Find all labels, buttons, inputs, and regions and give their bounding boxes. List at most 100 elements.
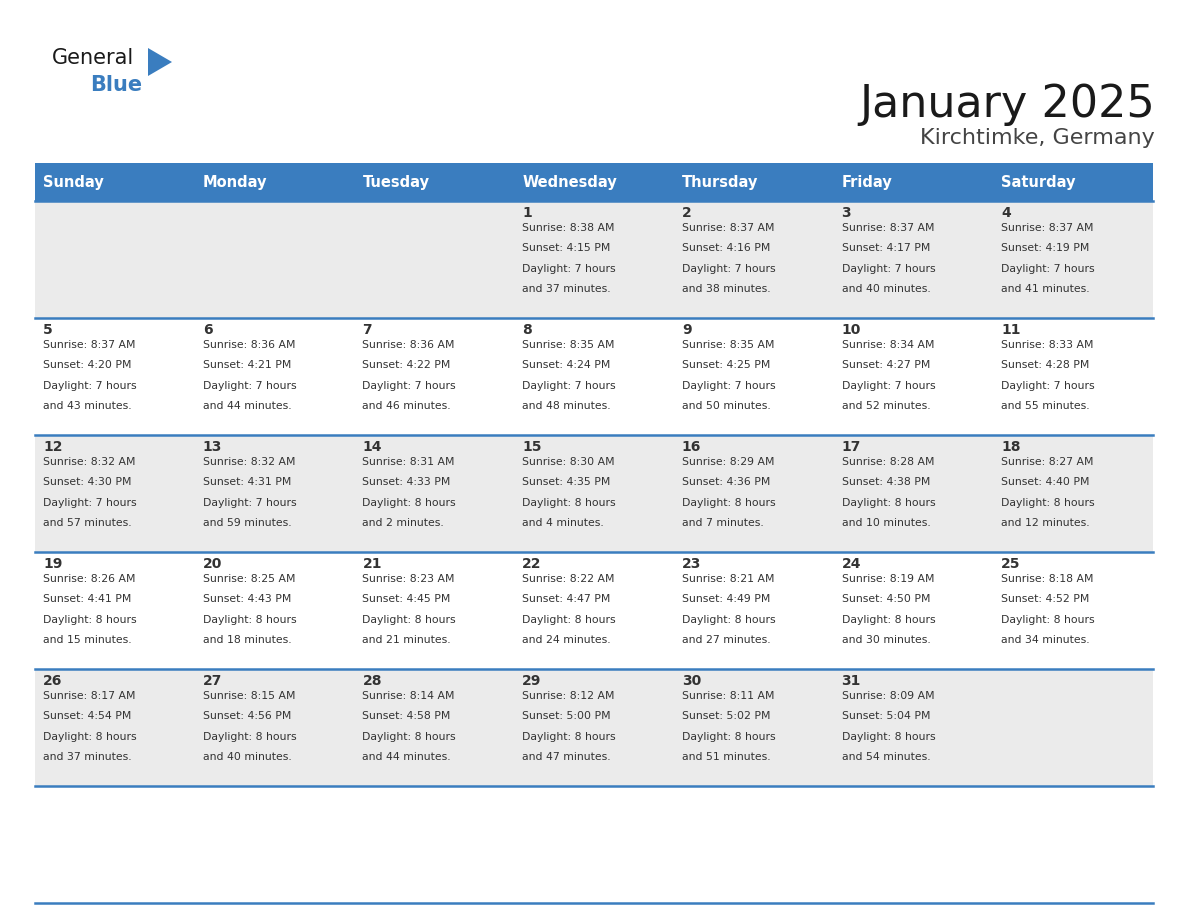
Text: 27: 27 xyxy=(203,674,222,688)
Text: and 52 minutes.: and 52 minutes. xyxy=(841,401,930,411)
Text: and 37 minutes.: and 37 minutes. xyxy=(523,285,611,295)
Text: Sunset: 5:04 PM: Sunset: 5:04 PM xyxy=(841,711,930,722)
Text: Sunrise: 8:35 AM: Sunrise: 8:35 AM xyxy=(682,340,775,350)
Text: 21: 21 xyxy=(362,557,381,571)
Text: Sunrise: 8:37 AM: Sunrise: 8:37 AM xyxy=(43,340,135,350)
Text: and 21 minutes.: and 21 minutes. xyxy=(362,635,451,645)
Text: Sunrise: 8:14 AM: Sunrise: 8:14 AM xyxy=(362,691,455,701)
Text: Daylight: 7 hours: Daylight: 7 hours xyxy=(523,264,615,274)
Text: Daylight: 7 hours: Daylight: 7 hours xyxy=(841,381,935,391)
Text: Daylight: 8 hours: Daylight: 8 hours xyxy=(523,498,615,508)
Text: Daylight: 8 hours: Daylight: 8 hours xyxy=(523,732,615,742)
Text: Sunset: 4:19 PM: Sunset: 4:19 PM xyxy=(1001,243,1089,253)
Text: Sunset: 4:36 PM: Sunset: 4:36 PM xyxy=(682,477,770,487)
Text: 31: 31 xyxy=(841,674,861,688)
Text: Daylight: 7 hours: Daylight: 7 hours xyxy=(682,381,776,391)
Text: 17: 17 xyxy=(841,440,861,454)
Text: Sunrise: 8:29 AM: Sunrise: 8:29 AM xyxy=(682,457,775,467)
Text: 18: 18 xyxy=(1001,440,1020,454)
Text: and 55 minutes.: and 55 minutes. xyxy=(1001,401,1089,411)
Text: and 34 minutes.: and 34 minutes. xyxy=(1001,635,1089,645)
Text: and 7 minutes.: and 7 minutes. xyxy=(682,519,764,529)
Bar xyxy=(34,318,1154,435)
Text: Sunrise: 8:33 AM: Sunrise: 8:33 AM xyxy=(1001,340,1094,350)
Bar xyxy=(34,552,1154,669)
Text: Thursday: Thursday xyxy=(682,174,758,189)
Text: and 51 minutes.: and 51 minutes. xyxy=(682,753,771,763)
Text: Sunset: 4:35 PM: Sunset: 4:35 PM xyxy=(523,477,611,487)
Text: and 44 minutes.: and 44 minutes. xyxy=(362,753,451,763)
Text: Daylight: 8 hours: Daylight: 8 hours xyxy=(1001,498,1095,508)
Text: Daylight: 8 hours: Daylight: 8 hours xyxy=(841,615,935,625)
Text: Daylight: 8 hours: Daylight: 8 hours xyxy=(362,498,456,508)
Text: 23: 23 xyxy=(682,557,701,571)
Text: Sunset: 4:30 PM: Sunset: 4:30 PM xyxy=(43,477,132,487)
Text: Sunrise: 8:28 AM: Sunrise: 8:28 AM xyxy=(841,457,934,467)
Text: Sunset: 4:43 PM: Sunset: 4:43 PM xyxy=(203,595,291,604)
Text: 3: 3 xyxy=(841,206,851,220)
Text: Sunrise: 8:34 AM: Sunrise: 8:34 AM xyxy=(841,340,934,350)
Text: Sunset: 4:33 PM: Sunset: 4:33 PM xyxy=(362,477,450,487)
Text: Sunrise: 8:37 AM: Sunrise: 8:37 AM xyxy=(1001,223,1094,233)
Text: and 44 minutes.: and 44 minutes. xyxy=(203,401,291,411)
Text: and 50 minutes.: and 50 minutes. xyxy=(682,401,771,411)
Text: Sunrise: 8:25 AM: Sunrise: 8:25 AM xyxy=(203,574,295,584)
Text: and 54 minutes.: and 54 minutes. xyxy=(841,753,930,763)
Text: Sunrise: 8:09 AM: Sunrise: 8:09 AM xyxy=(841,691,934,701)
Text: Daylight: 7 hours: Daylight: 7 hours xyxy=(362,381,456,391)
Text: Sunrise: 8:36 AM: Sunrise: 8:36 AM xyxy=(362,340,455,350)
Text: and 15 minutes.: and 15 minutes. xyxy=(43,635,132,645)
Text: Sunset: 4:47 PM: Sunset: 4:47 PM xyxy=(523,595,611,604)
Text: Sunrise: 8:36 AM: Sunrise: 8:36 AM xyxy=(203,340,295,350)
Text: Sunrise: 8:15 AM: Sunrise: 8:15 AM xyxy=(203,691,295,701)
Text: 28: 28 xyxy=(362,674,381,688)
Text: Sunset: 4:56 PM: Sunset: 4:56 PM xyxy=(203,711,291,722)
Text: and 40 minutes.: and 40 minutes. xyxy=(203,753,291,763)
Text: Sunset: 4:49 PM: Sunset: 4:49 PM xyxy=(682,595,770,604)
Text: Daylight: 8 hours: Daylight: 8 hours xyxy=(1001,615,1095,625)
Text: and 48 minutes.: and 48 minutes. xyxy=(523,401,611,411)
Text: Tuesday: Tuesday xyxy=(362,174,429,189)
Text: and 27 minutes.: and 27 minutes. xyxy=(682,635,771,645)
Text: 25: 25 xyxy=(1001,557,1020,571)
Text: Daylight: 8 hours: Daylight: 8 hours xyxy=(203,615,296,625)
Text: Daylight: 8 hours: Daylight: 8 hours xyxy=(362,615,456,625)
Text: Sunset: 4:24 PM: Sunset: 4:24 PM xyxy=(523,361,611,371)
Text: and 41 minutes.: and 41 minutes. xyxy=(1001,285,1089,295)
Text: Sunrise: 8:35 AM: Sunrise: 8:35 AM xyxy=(523,340,614,350)
Text: and 2 minutes.: and 2 minutes. xyxy=(362,519,444,529)
Text: Daylight: 7 hours: Daylight: 7 hours xyxy=(523,381,615,391)
Text: 22: 22 xyxy=(523,557,542,571)
Text: Daylight: 8 hours: Daylight: 8 hours xyxy=(362,732,456,742)
Bar xyxy=(34,163,1154,201)
Text: Sunset: 4:52 PM: Sunset: 4:52 PM xyxy=(1001,595,1089,604)
Text: General: General xyxy=(52,48,134,68)
Text: Daylight: 7 hours: Daylight: 7 hours xyxy=(203,498,296,508)
Text: Friday: Friday xyxy=(841,174,892,189)
Bar xyxy=(34,669,1154,786)
Text: Sunset: 4:27 PM: Sunset: 4:27 PM xyxy=(841,361,930,371)
Text: Blue: Blue xyxy=(90,75,143,95)
Text: Sunset: 4:20 PM: Sunset: 4:20 PM xyxy=(43,361,132,371)
Text: 19: 19 xyxy=(43,557,62,571)
Text: Monday: Monday xyxy=(203,174,267,189)
Text: Sunrise: 8:11 AM: Sunrise: 8:11 AM xyxy=(682,691,775,701)
Polygon shape xyxy=(148,48,172,76)
Text: Sunrise: 8:23 AM: Sunrise: 8:23 AM xyxy=(362,574,455,584)
Text: Sunrise: 8:12 AM: Sunrise: 8:12 AM xyxy=(523,691,614,701)
Text: 29: 29 xyxy=(523,674,542,688)
Text: Sunrise: 8:30 AM: Sunrise: 8:30 AM xyxy=(523,457,614,467)
Text: 12: 12 xyxy=(43,440,63,454)
Text: Sunrise: 8:17 AM: Sunrise: 8:17 AM xyxy=(43,691,135,701)
Text: and 10 minutes.: and 10 minutes. xyxy=(841,519,930,529)
Text: Sunrise: 8:22 AM: Sunrise: 8:22 AM xyxy=(523,574,614,584)
Text: Sunrise: 8:38 AM: Sunrise: 8:38 AM xyxy=(523,223,614,233)
Text: 6: 6 xyxy=(203,323,213,337)
Text: 2: 2 xyxy=(682,206,691,220)
Text: Sunrise: 8:18 AM: Sunrise: 8:18 AM xyxy=(1001,574,1094,584)
Text: Sunset: 4:50 PM: Sunset: 4:50 PM xyxy=(841,595,930,604)
Text: and 30 minutes.: and 30 minutes. xyxy=(841,635,930,645)
Text: Sunrise: 8:27 AM: Sunrise: 8:27 AM xyxy=(1001,457,1094,467)
Text: Sunrise: 8:31 AM: Sunrise: 8:31 AM xyxy=(362,457,455,467)
Text: Sunrise: 8:32 AM: Sunrise: 8:32 AM xyxy=(203,457,295,467)
